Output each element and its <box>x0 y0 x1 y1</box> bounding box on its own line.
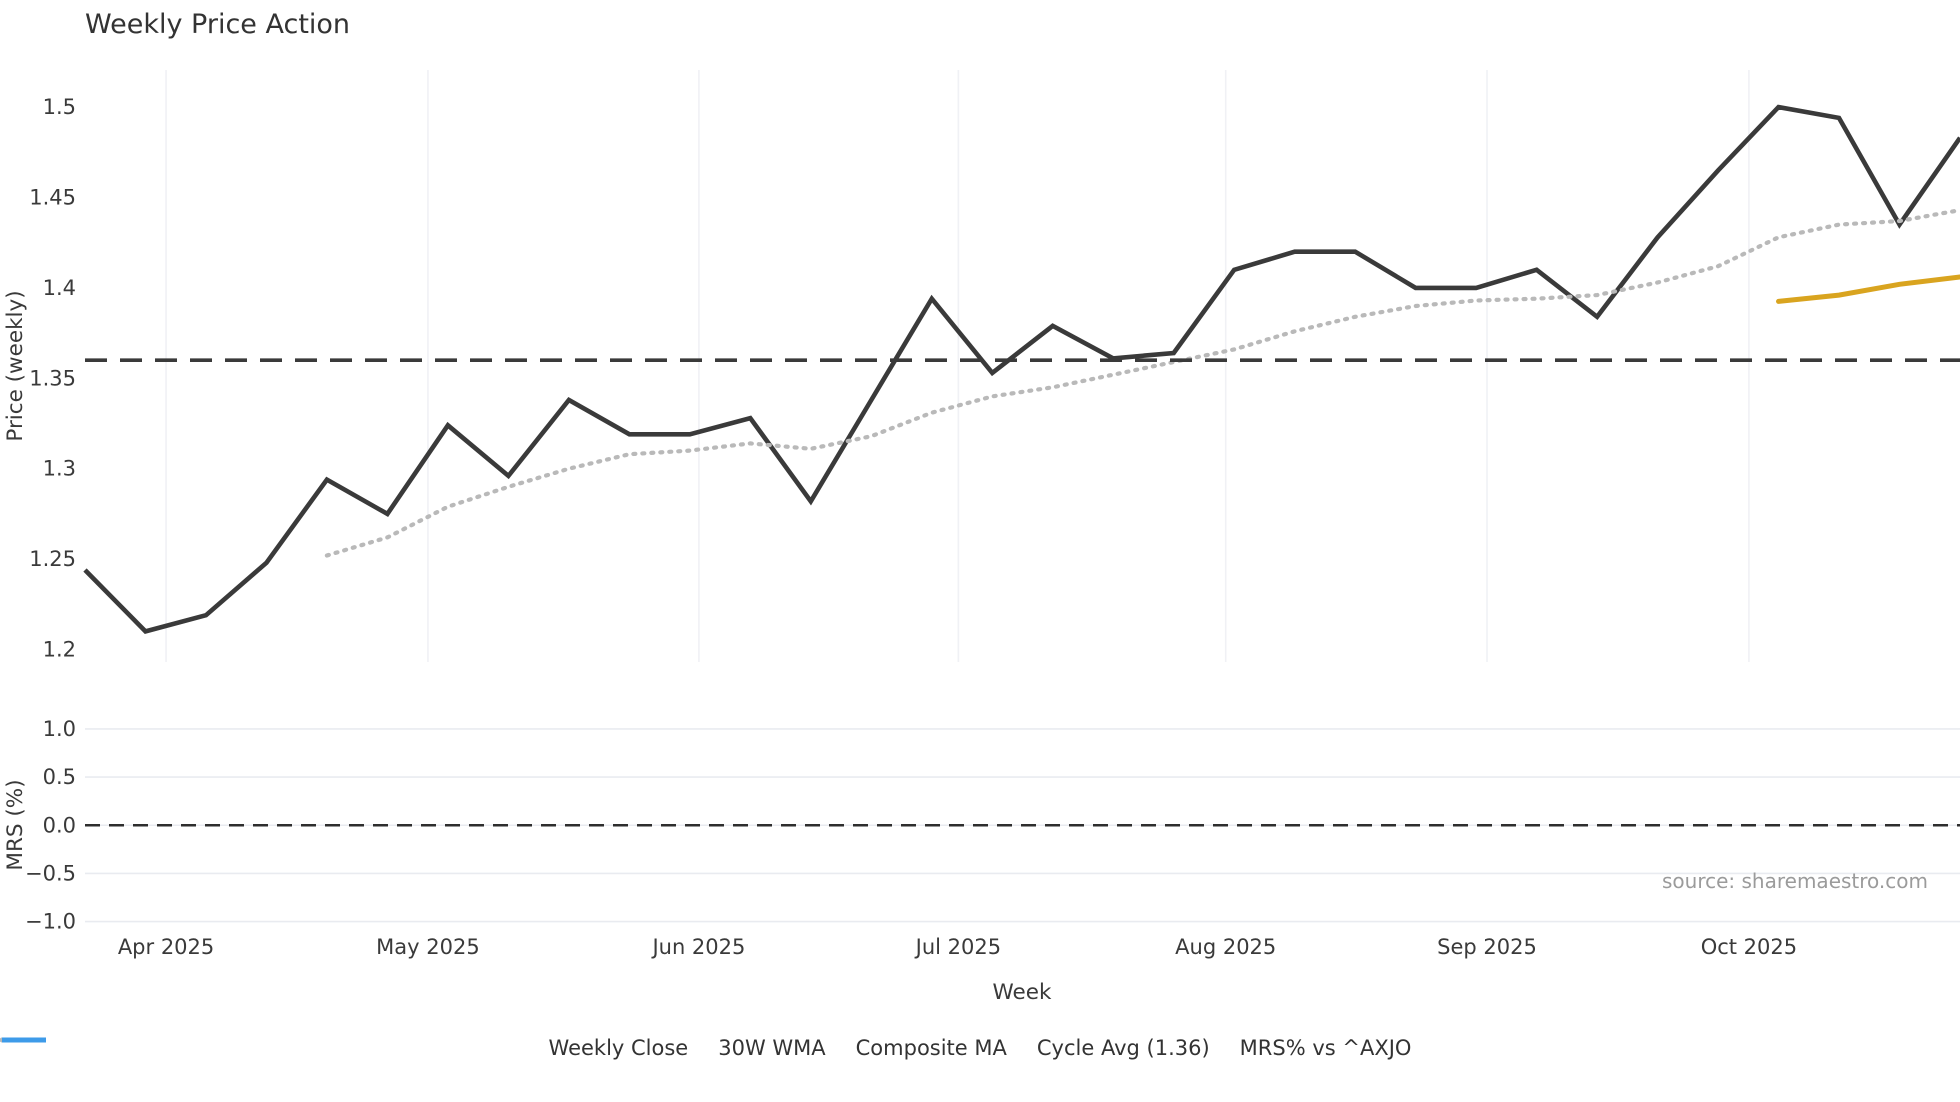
tick-labels-layer: Apr 2025 May 2025 Jun 2025 Jul 2025 Aug 2025… <box>25 95 1797 959</box>
gridlines-layer <box>85 70 1960 923</box>
legend-label: Weekly Close <box>548 1036 689 1060</box>
weekly-close-line <box>83 104 1960 634</box>
chart-title: Weekly Price Action <box>85 9 350 40</box>
wma-30w-line <box>1776 274 1960 304</box>
xtick-label: Aug 2025 <box>1175 935 1276 959</box>
price-ytick-label: 1.25 <box>29 547 76 571</box>
mrs-ytick-label: 0.0 <box>43 813 76 837</box>
price-ytick-label: 1.2 <box>43 638 76 662</box>
mrs-ytick-label: 1.0 <box>43 717 76 741</box>
legend-label: MRS% vs ^AXJO <box>1239 1036 1412 1060</box>
mrs-ytick-label: −1.0 <box>25 910 76 934</box>
composite-ma-line <box>324 208 1960 558</box>
mrs-ytick-label: −0.5 <box>25 861 76 885</box>
x-axis-label: Week <box>993 980 1052 1005</box>
price-axis-label: Price (weekly) <box>3 290 28 441</box>
price-ytick-label: 1.4 <box>43 276 76 300</box>
legend-swatch-solid <box>2 1037 46 1043</box>
price-ytick-label: 1.5 <box>43 95 76 119</box>
legend-label: 30W WMA <box>718 1036 826 1060</box>
xtick-label: Oct 2025 <box>1701 935 1797 959</box>
xtick-label: May 2025 <box>376 935 480 959</box>
legend-item-weekly-close: Weekly Close <box>2 1036 689 1060</box>
legend-item-composite-ma: Composite MA <box>0 1036 1007 1060</box>
legend-label: Composite MA <box>855 1036 1007 1060</box>
legend-item-cycle-avg-1-36-: Cycle Avg (1.36) <box>2 1036 1210 1060</box>
price-ytick-label: 1.45 <box>29 185 76 209</box>
price-ytick-label: 1.35 <box>29 366 76 390</box>
chart-legend: Weekly Close 30W WMA Composite MA Cycle Avg… <box>0 1036 1960 1060</box>
source-note: source: sharemaestro.com <box>1662 869 1928 893</box>
price-ytick-label: 1.3 <box>43 457 76 481</box>
legend-item-30w-wma: 30W WMA <box>2 1036 826 1060</box>
xtick-label: Jun 2025 <box>650 935 745 959</box>
xtick-label: Jul 2025 <box>914 935 1001 959</box>
series-layer <box>83 104 1960 827</box>
mrs-ytick-label: 0.5 <box>43 765 76 789</box>
legend-item-mrs-vs-axjo: MRS% vs ^AXJO <box>2 1036 1412 1060</box>
xtick-label: Sep 2025 <box>1437 935 1537 959</box>
legend-label: Cycle Avg (1.36) <box>1036 1036 1210 1060</box>
xtick-label: Apr 2025 <box>118 935 214 959</box>
mrs-axis-label: MRS (%) <box>3 779 28 870</box>
